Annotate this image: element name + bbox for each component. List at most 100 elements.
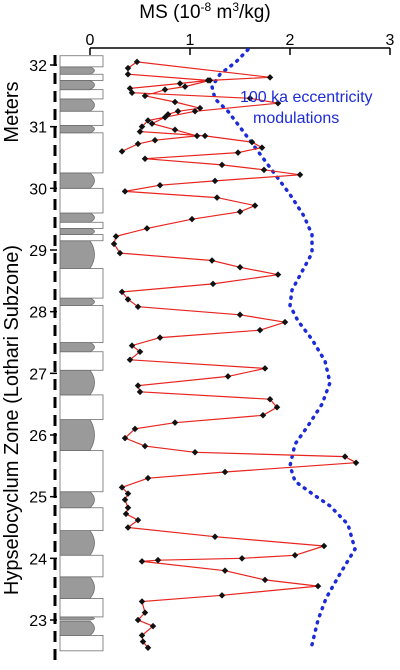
ms-data-point: [260, 166, 268, 174]
lithology-bed-grey: [59, 419, 95, 451]
ms-data-point: [138, 558, 146, 565]
annotation-line-2: modulations: [253, 110, 339, 127]
lithology-bed-grey: [59, 172, 95, 189]
lithology-bed-white: [59, 55, 104, 68]
x-tick-label: 2: [286, 32, 295, 49]
lithology-bed-white: [59, 187, 104, 214]
y-tick-label: 23: [29, 613, 47, 630]
ms-data-point: [144, 474, 152, 482]
ms-data-point: [171, 419, 179, 426]
ms-data-point: [188, 215, 196, 223]
ms-data-point: [124, 524, 132, 531]
ms-data-point: [259, 412, 267, 419]
ms-data-point: [206, 77, 214, 84]
lithology-bed-grey: [59, 80, 95, 91]
ms-data-point: [218, 161, 226, 169]
ms-data-point: [236, 264, 244, 271]
ms-data-point: [118, 148, 126, 155]
ms-data-point: [236, 208, 244, 216]
ms-data-point: [211, 177, 219, 185]
ms-data-point: [266, 74, 274, 81]
ms-data-point: [133, 58, 141, 66]
lithology-bed-grey: [59, 620, 95, 636]
ms-data-point: [126, 85, 134, 92]
zone-label: Hypselocyclum Zone (Lothari Subzone): [1, 245, 23, 595]
ms-data-point: [352, 459, 360, 467]
ms-data-point: [141, 155, 149, 162]
ms-data-point: [171, 98, 179, 106]
ms-data-point: [151, 136, 159, 144]
lithology-bed-grey: [59, 98, 95, 112]
lithology-bed-grey: [59, 297, 95, 306]
ms-data-point: [258, 144, 266, 151]
lithology-bed-white: [59, 89, 104, 100]
ms-data-point: [320, 542, 328, 550]
x-tick-label: 0: [86, 32, 95, 49]
title-sup-exponent: -8: [201, 0, 212, 14]
eccentricity-envelope-layer: [210, 47, 357, 647]
lithology-bed-grey: [59, 228, 95, 235]
ms-data-point: [256, 326, 264, 334]
lithology-bed-grey: [59, 616, 95, 621]
ms-data-point: [161, 86, 169, 93]
ms-data-point: [118, 484, 126, 491]
lithology-bed-grey: [59, 342, 95, 353]
y-axis: 23 24 25 26 27 28 29 30 31 32: [29, 55, 57, 665]
ms-data-point: [138, 123, 146, 130]
ms-data-point: [156, 181, 164, 189]
ms-data-point: [291, 551, 299, 559]
meters-label: Meters: [1, 81, 23, 142]
ms-data-point: [176, 80, 184, 87]
ms-data-point: [266, 395, 274, 403]
title-part-1: MS (10: [139, 2, 200, 23]
lithology-bed-white: [59, 394, 104, 420]
ms-data-point: [124, 504, 132, 512]
ms-data-point: [341, 453, 349, 460]
ms-data-point: [234, 149, 242, 156]
ms-data-point: [181, 83, 189, 90]
lithology-bed-grey: [59, 66, 95, 75]
ms-data-point: [124, 70, 132, 78]
ms-data-point: [121, 496, 129, 504]
lithology-bed-white: [59, 234, 104, 242]
ms-data-point: [208, 257, 216, 264]
ms-data-point: [213, 194, 221, 201]
ms-data-point: [251, 202, 259, 209]
ms-data-point: [238, 555, 246, 562]
ms-data-point: [171, 126, 179, 134]
ms-data-point: [273, 403, 281, 411]
ms-data-point: [261, 365, 269, 372]
chart-title-group: MS (10-8 m3/kg): [139, 0, 270, 23]
y-tick-label: 24: [29, 551, 47, 568]
ms-data-point: [221, 567, 229, 574]
y-tick-label: 26: [29, 428, 47, 445]
ms-data-point: [134, 140, 142, 148]
lithology-bed-white: [59, 507, 104, 531]
chart-title: MS (10-8 m3/kg): [139, 0, 270, 23]
ms-data-point: [143, 225, 151, 232]
y-tick-label: 30: [29, 181, 47, 198]
lithology-bed-white: [59, 268, 104, 299]
ms-data-point: [281, 318, 289, 326]
ms-series-line: [113, 61, 359, 649]
lithology-bed-white: [59, 132, 104, 174]
y-tick-label: 29: [29, 243, 47, 260]
ms-data-point: [122, 510, 130, 518]
ms-data-point: [211, 533, 219, 541]
envelope-annotation: 100 ka eccentricity modulations: [240, 89, 373, 127]
ms-data-point: [138, 598, 146, 605]
y-tick-label: 32: [29, 58, 47, 75]
lithology-bed-grey: [59, 369, 95, 396]
lithology-bed-grey: [59, 240, 95, 269]
ms-data-point: [174, 107, 182, 115]
ms-data-point: [128, 342, 136, 349]
ms-data-point: [224, 373, 232, 380]
ms-data-point: [134, 382, 142, 389]
ms-data-point: [116, 249, 124, 257]
lithology-bed-white: [59, 351, 104, 371]
ms-data-point: [141, 92, 149, 100]
ms-data-point: [136, 128, 144, 135]
ms-data-point: [161, 114, 169, 121]
lithology-bed-white: [59, 305, 104, 343]
lithology-bed-white: [59, 110, 104, 126]
